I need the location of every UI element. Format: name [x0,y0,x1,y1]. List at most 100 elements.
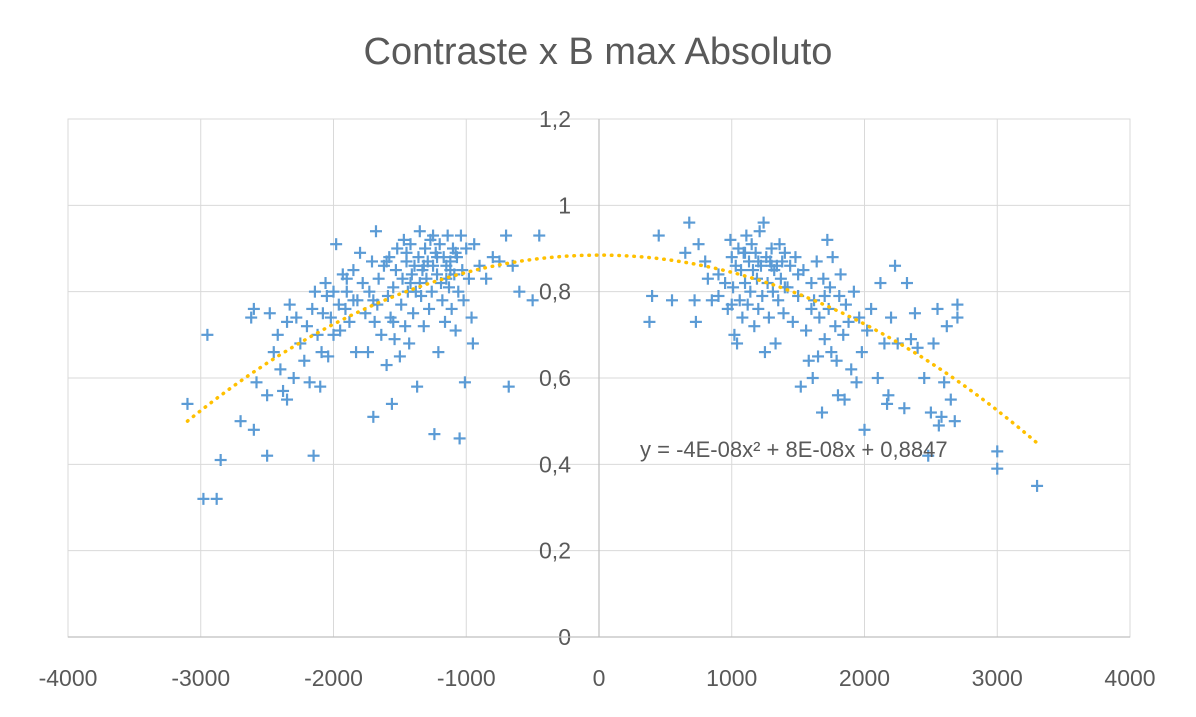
scatter-point [500,229,513,242]
scatter-point [831,389,844,402]
scatter-point [486,251,499,264]
scatter-point [427,229,440,242]
scatter-point [413,225,426,238]
scatter-point [806,372,819,384]
scatter-point [829,320,842,333]
scatter-point [281,393,294,406]
scatter-point [951,298,964,311]
scatter-point [403,337,416,350]
scatter-point [757,216,770,229]
scatter-point [944,393,957,406]
scatter-point [201,328,214,341]
scatter-point [247,302,260,315]
scatter-point [758,346,771,359]
scatter-point [340,272,353,285]
scatter-point [526,294,539,307]
scatter-point [250,376,263,389]
scatter-point [439,315,452,328]
scatter-point [733,294,746,307]
scatter-point [736,311,749,324]
scatter-point [385,397,398,410]
scatter-point [821,233,834,246]
scatter-point [445,302,458,315]
scatter-point [773,238,786,251]
scatter-points [181,216,1044,505]
scatter-point [904,333,917,346]
scatter-point [181,397,194,410]
scatter-point [871,372,884,384]
scatter-point [725,298,738,311]
scatter-point [330,238,343,251]
scatter-point [315,346,328,359]
scatter-point [513,285,526,298]
scatter-point [281,315,294,328]
y-tick-label: 0,8 [539,279,571,305]
scatter-point [885,311,898,324]
scatter-point [911,341,924,354]
scatter-point [347,264,360,277]
scatter-point [789,251,802,264]
scatter-point [324,311,337,324]
scatter-point [311,328,324,341]
x-tick-label: 1000 [706,665,757,691]
scatter-point [457,294,470,307]
x-tick-label: 3000 [972,665,1023,691]
scatter-point [468,238,481,251]
scatter-point [380,255,393,268]
scatter-point [740,229,753,242]
scatter-point [388,333,401,346]
scatter-point [365,255,378,268]
scatter-point [245,311,258,324]
scatter-point [294,337,307,350]
scatter-point [818,289,831,302]
scatter-point [948,415,961,428]
scatter-point [774,272,787,285]
scatter-point [900,277,913,290]
scatter-point [399,320,412,333]
x-tick-label: 0 [593,665,606,691]
x-tick-label: 4000 [1104,665,1155,691]
scatter-point [425,285,438,298]
scatter-point [465,311,478,324]
scatter-point [397,233,410,246]
scatter-point [287,372,300,384]
scatter-point [646,289,659,302]
scatter-point [307,449,320,462]
scatter-point [918,372,931,384]
scatter-point [776,255,789,268]
scatter-point [444,264,457,277]
scatter-point [234,415,247,428]
scatter-point [739,277,752,290]
trendline [185,253,1039,445]
scatter-point [748,320,761,333]
scatter-point [683,216,696,229]
scatter-point [327,285,340,298]
scatter-point [705,294,718,307]
scatter-point [395,298,408,311]
scatter-point [197,492,210,505]
scatter-point [466,337,479,350]
scatter-point [372,272,385,285]
scatter-point [778,246,791,259]
scatter-point [423,302,436,315]
scatter-point [823,281,836,294]
scatter-point [786,315,799,328]
scatter-point [847,285,860,298]
scatter-point [453,432,466,445]
x-tick-label: 2000 [839,665,890,691]
scatter-point [643,315,656,328]
scatter-point [419,242,432,255]
y-tick-label: 1 [558,192,571,218]
scatter-point [380,359,393,372]
axes: -4000 -3000 -2000 -1000 0 1000 2000 3000 400000,… [39,106,1156,691]
scatter-point [817,272,830,285]
scatter-point [805,302,818,315]
scatter-point [855,346,868,359]
scatter-point [861,324,874,337]
scatter-point [830,354,843,367]
scatter-point [881,397,894,410]
scatter-point [839,298,852,311]
scatter-point [701,272,714,285]
scatter-point [387,281,400,294]
scatter-point [442,281,455,294]
